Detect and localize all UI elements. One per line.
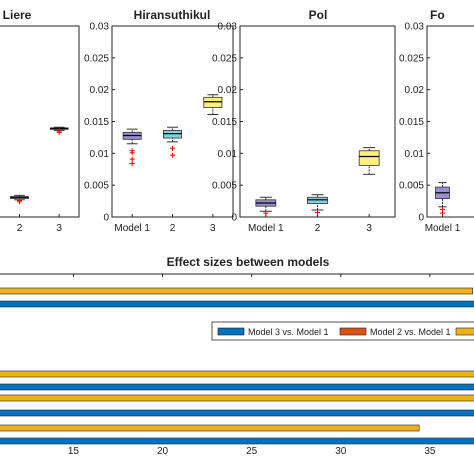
- y-tick-label: 0.005: [399, 181, 424, 192]
- y-tick-label: 0.01: [218, 149, 238, 160]
- effect-size-bar: [0, 370, 474, 378]
- y-tick-label: 0.005: [212, 181, 237, 192]
- box-3: [358, 147, 380, 175]
- boxplot-panel-van-liere: van Liere 2 3: [0, 8, 80, 234]
- outlier-marker: [129, 150, 135, 156]
- boxplot-panel-fo: Fo 0 0.005 0.01 0.015 0.02 0.025 0.03 Model 1: [399, 8, 474, 234]
- panel-title: Hiransuthikul: [134, 8, 211, 22]
- legend-swatch: [339, 327, 367, 336]
- bar-chart-title: Effect sizes between models: [167, 255, 330, 269]
- legend: Model 3 vs. Model 1 Model 2 vs. Model 1: [211, 321, 474, 341]
- y-tick-label: 0.03: [90, 22, 110, 33]
- y-tick-label: 0.03: [218, 22, 238, 33]
- y-tick-label: 0.025: [399, 53, 424, 64]
- y-tick-label: 0.02: [90, 85, 110, 96]
- box-1: [435, 182, 450, 216]
- boxplot-panel-pol: Pol 0 0.005 0.01 0.015 0.02 0.025 0.03 Model 1 2 3: [212, 8, 396, 234]
- y-tick-label: 0.005: [84, 181, 109, 192]
- y-tick-label: 0.01: [90, 149, 110, 160]
- y-tick-label: 0.015: [212, 117, 237, 128]
- y-tick-label: 0.02: [218, 85, 238, 96]
- panel-title: Pol: [309, 8, 328, 22]
- axes-frame: [0, 25, 80, 218]
- effect-size-bar: [0, 437, 474, 445]
- outlier-marker: [440, 210, 445, 216]
- x-tick-label: 3: [210, 223, 216, 234]
- outlier-marker: [315, 210, 320, 216]
- axes-frame: [426, 25, 474, 218]
- boxplot-panel-hiransuthikul: Hiransuthikul 0 0.005 0.01 0.015 0.02 0.025 0.0…: [84, 8, 234, 234]
- y-tick-label: 0.015: [84, 117, 109, 128]
- y-tick-label: 0: [418, 213, 424, 224]
- outlier-marker: [56, 128, 62, 134]
- legend-label: Model 2 vs. Model 1: [370, 327, 451, 337]
- effect-size-bar: [0, 409, 474, 417]
- effect-size-bar: [0, 424, 420, 432]
- effect-size-bar: [0, 287, 473, 295]
- box-iqr: [203, 96, 223, 108]
- legend-swatch: [455, 327, 474, 336]
- x-tick-label: 2: [17, 223, 23, 234]
- panel-title: van Liere: [0, 8, 32, 22]
- x-tick-label: 2: [315, 223, 321, 234]
- box-3: [203, 94, 223, 115]
- effect-size-bar-panel: Effect sizes between models 15 20 25 30 35 Mod…: [0, 255, 474, 457]
- x-tick-label: Model 1: [425, 223, 461, 234]
- box-iqr: [358, 150, 380, 166]
- x-tick-label: 3: [56, 223, 62, 234]
- box-1: [122, 128, 142, 167]
- y-tick-label: 0.03: [405, 22, 425, 33]
- x-tick-label: 20: [157, 446, 169, 457]
- x-tick-label: 2: [170, 223, 176, 234]
- box-iqr: [307, 196, 328, 205]
- y-tick-label: 0.025: [84, 53, 109, 64]
- x-tick-label: Model 1: [114, 223, 150, 234]
- legend-swatch: [217, 327, 245, 336]
- x-tick-label: 3: [366, 223, 372, 234]
- y-tick-label: 0: [103, 213, 109, 224]
- x-tick-label: 25: [246, 446, 258, 457]
- y-tick-label: 0.015: [399, 117, 424, 128]
- legend-label: Model 3 vs. Model 1: [248, 327, 329, 337]
- outlier-marker: [129, 161, 135, 167]
- box-2: [307, 194, 328, 216]
- axes-frame: [239, 25, 396, 218]
- x-tick-label: 15: [68, 446, 80, 457]
- x-tick-label: 35: [424, 446, 436, 457]
- box-1: [255, 196, 277, 216]
- y-tick-label: 0.025: [212, 53, 237, 64]
- effect-size-bar: [0, 394, 474, 402]
- effect-size-bar: [0, 300, 474, 308]
- panel-title: Fo: [430, 8, 445, 22]
- effect-size-bar: [0, 383, 474, 391]
- x-tick-label: 30: [335, 446, 347, 457]
- box-2: [163, 126, 182, 158]
- y-tick-label: 0.02: [405, 85, 425, 96]
- x-tick-label: Model 1: [248, 223, 284, 234]
- y-tick-label: 0.01: [405, 149, 425, 160]
- outlier-marker: [170, 152, 175, 158]
- box-iqr: [163, 130, 182, 139]
- outlier-marker: [129, 156, 135, 162]
- y-tick-label: 0: [231, 213, 237, 224]
- outlier-marker: [17, 199, 22, 205]
- outlier-marker: [263, 210, 269, 216]
- box-2: [10, 194, 29, 205]
- outlier-marker: [170, 145, 175, 151]
- box-3: [49, 126, 69, 135]
